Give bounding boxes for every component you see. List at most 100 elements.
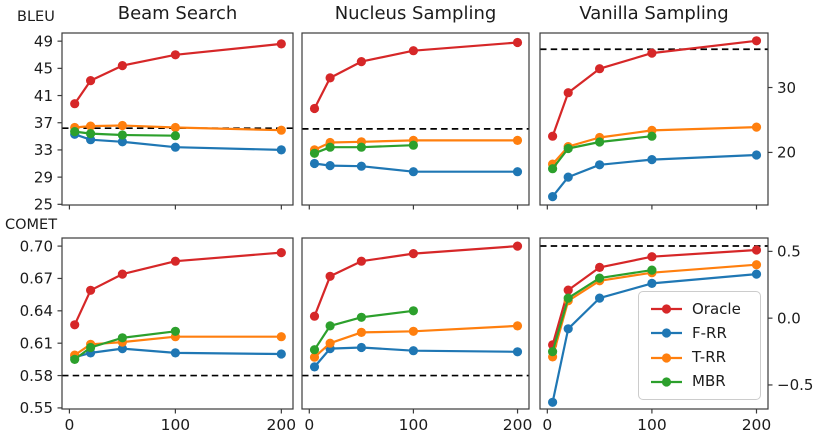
bleu-beam-search-ytick-label: 41 [34, 87, 53, 105]
comet-vanilla-sampling-oracle-point-50 [595, 262, 605, 272]
comet-vanilla-sampling-mbr-point-5 [548, 347, 558, 357]
comet-vanilla-sampling-oracle-point-20 [563, 285, 573, 295]
comet-nucleus-sampling-mbr-point-5 [309, 345, 320, 355]
legend-label-t-rr: T-RR [692, 348, 727, 367]
bleu-vanilla-sampling-frr-point-100 [647, 155, 657, 165]
comet-beam-search-mbr-point-100 [170, 326, 180, 336]
bleu-vanilla-sampling-oracle-point-50 [595, 64, 605, 74]
comet-nucleus-sampling-frr-point-50 [356, 342, 366, 353]
oracle-line-marker-icon [651, 304, 682, 314]
bleu-beam-search-oracle-point-200 [276, 39, 286, 49]
title-nucleus-sampling: Nucleus Sampling [334, 3, 497, 24]
legend-item-f-rr: F-RR [650, 325, 756, 341]
bleu-nucleus-sampling-oracle-point-5 [309, 103, 320, 114]
bleu-vanilla-sampling-oracle-point-200 [751, 36, 762, 46]
bleu-beam-search-oracle-point-100 [170, 50, 180, 60]
comet-nucleus-sampling-trr-point-20 [325, 338, 335, 348]
legend-item-mbr: MBR [650, 374, 756, 389]
bleu-nucleus-sampling-frr-point-20 [325, 161, 335, 171]
comet-beam-search-ytick-label: 0.67 [20, 270, 53, 288]
comet-beam-search-oracle-point-200 [276, 248, 286, 258]
bleu-nucleus-sampling-oracle-point-20 [325, 73, 335, 83]
comet-nucleus-sampling-oracle-point-200 [512, 241, 523, 251]
comet-vanilla-sampling-frr-point-5 [548, 397, 558, 407]
t-rr-line-marker-icon [651, 353, 682, 363]
bleu-beam-search-trr-point-50 [117, 120, 127, 131]
subplot-bleu-vanilla-sampling: 30 20 [539, 32, 796, 210]
bleu-nucleus-sampling-frame [301, 32, 530, 206]
comet-vanilla-sampling-ytick-label: −0.5 [777, 376, 813, 394]
bleu-vanilla-sampling-frr-point-200 [751, 150, 762, 160]
bleu-beam-search-mbr-point-20 [86, 129, 96, 139]
legend-item-t-rr: T-RR [650, 350, 756, 365]
comet-nucleus-sampling-frame [301, 237, 530, 410]
bleu-nucleus-sampling-mbr-point-5 [309, 148, 320, 158]
comet-beam-search-xtick-label: 0 [64, 416, 74, 434]
bleu-beam-search-frame [61, 32, 294, 206]
comet-nucleus-sampling-xtick-label: 0 [304, 416, 314, 434]
comet-nucleus-sampling-trr-point-200 [512, 321, 523, 331]
comet-axis-label: COMET [5, 217, 58, 233]
comet-beam-search-oracle-point-100 [170, 256, 180, 266]
comet-nucleus-sampling-mbr-point-20 [325, 321, 335, 331]
bleu-vanilla-sampling-oracle-point-20 [563, 88, 573, 98]
bleu-vanilla-sampling-mbr-point-20 [563, 143, 573, 154]
bleu-beam-search-frr-point-50 [117, 137, 127, 147]
bleu-beam-search-oracle-point-5 [70, 99, 80, 109]
bleu-nucleus-sampling-mbr-point-50 [356, 142, 366, 152]
legend-label-oracle: Oracle [692, 299, 741, 318]
subplot-comet-beam-search: 0 100 200 0.70 0.67 0.64 0.61 0.58 0.55 [20, 237, 297, 434]
bleu-beam-search-mbr-line [74, 130, 176, 137]
bleu-vanilla-sampling-mbr-point-100 [647, 131, 657, 141]
comet-nucleus-sampling-mbr-point-50 [356, 312, 366, 322]
comet-nucleus-sampling-frr-point-100 [408, 346, 418, 356]
bleu-beam-search-mbr-point-100 [170, 131, 180, 141]
bleu-nucleus-sampling-frr-point-50 [356, 161, 366, 171]
comet-beam-search-oracle-point-50 [117, 269, 127, 279]
bleu-beam-search-trr-point-100 [170, 122, 180, 133]
comet-vanilla-sampling-xtick-label: 200 [742, 416, 772, 434]
bleu-axis-label: BLEU [17, 9, 55, 25]
bleu-nucleus-sampling-trr-point-200 [512, 135, 523, 145]
comet-beam-search-trr-point-200 [276, 332, 286, 342]
bleu-nucleus-sampling-oracle-point-100 [408, 46, 418, 56]
legend-item-oracle: Oracle [650, 299, 756, 318]
f-rr-line-marker-icon [651, 328, 682, 338]
comet-nucleus-sampling-oracle-point-100 [408, 249, 418, 259]
comet-vanilla-sampling-frr-point-20 [563, 324, 573, 334]
bleu-vanilla-sampling-frame [539, 32, 769, 206]
comet-nucleus-sampling-frr-point-5 [309, 362, 320, 372]
comet-nucleus-sampling-xtick-label: 100 [399, 416, 429, 434]
bleu-vanilla-sampling-frr-point-50 [595, 160, 605, 170]
bleu-nucleus-sampling-frr-point-100 [408, 167, 418, 177]
bleu-beam-search-ytick-label: 49 [34, 32, 53, 50]
subplot-bleu-nucleus-sampling [301, 32, 530, 210]
comet-vanilla-sampling-frr-point-200 [751, 269, 762, 279]
comet-beam-search-ytick-label: 0.64 [20, 302, 53, 320]
comet-beam-search-mbr-point-5 [70, 354, 80, 364]
comet-vanilla-sampling-frame [539, 237, 769, 410]
subplot-comet-nucleus-sampling: 0 100 200 [301, 237, 532, 434]
bleu-vanilla-sampling-ytick-label: 20 [777, 144, 796, 162]
comet-nucleus-sampling-trr-point-100 [408, 326, 418, 336]
bleu-beam-search-ytick-label: 33 [34, 141, 53, 159]
bleu-nucleus-sampling-mbr-point-20 [325, 142, 335, 152]
comet-beam-search-xtick-label: 100 [161, 416, 191, 434]
bleu-nucleus-sampling-mbr-line [314, 144, 414, 155]
bleu-vanilla-sampling-mbr-point-5 [548, 164, 558, 174]
comet-beam-search-mbr-point-50 [117, 333, 127, 343]
bleu-vanilla-sampling-trr-point-200 [751, 122, 762, 132]
comet-nucleus-sampling-mbr-point-100 [408, 306, 418, 316]
comet-nucleus-sampling-trr-point-50 [356, 327, 366, 337]
bleu-nucleus-sampling-oracle-point-50 [356, 57, 366, 67]
comet-beam-search-ytick-label: 0.58 [20, 367, 53, 385]
subplot-comet-vanilla-sampling: 0 100 200 0.5 0.0 −0.5 [539, 237, 813, 434]
comet-beam-search-ytick-label: 0.55 [20, 399, 53, 417]
bleu-beam-search-oracle-point-20 [86, 76, 96, 86]
comet-beam-search-oracle-point-5 [70, 320, 80, 330]
comet-vanilla-sampling-xtick-label: 100 [637, 416, 667, 434]
comet-beam-search-xtick-label: 200 [267, 416, 297, 434]
mbr-line-marker-icon [651, 377, 682, 387]
